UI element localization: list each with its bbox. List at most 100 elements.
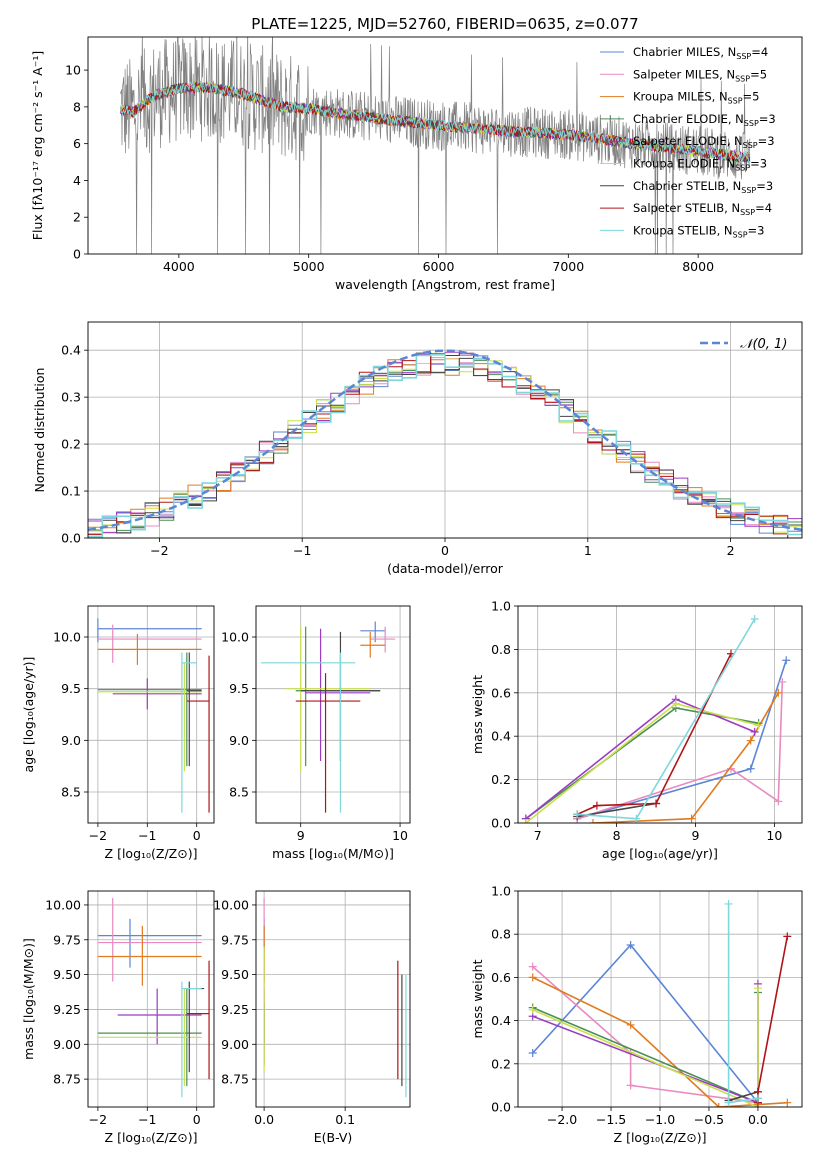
weight-marker-kroupa_stelib — [724, 899, 733, 908]
y-tick-label: 8.5 — [61, 785, 81, 800]
y-tick-label: 9.75 — [53, 932, 81, 947]
panel-age_vs_Z: −2 −1 0 8.5 9.0 9.5 10.0 Z [log₁₀(Z/Z⊙)] age [lo… — [21, 605, 215, 861]
plot-area — [521, 615, 791, 823]
panel-residuals: −2 −1 0 1 2 0.0 0.1 0.2 0.3 0.4 (data-model)/error… — [32, 321, 803, 576]
x-tick-label: 6000 — [423, 259, 455, 274]
weight-line-salpeter_stelib — [576, 653, 732, 816]
x-tick-label: −2 — [89, 828, 107, 843]
x-tick-label: 8 — [613, 828, 621, 843]
x-axis-label: E(B-V) — [314, 1130, 353, 1145]
weight-marker-kroupa_stelib — [753, 1094, 762, 1103]
y-tick-label: 0.0 — [61, 531, 81, 546]
y-axis-label: mass weight — [470, 675, 485, 754]
legend: Chabrier MILES, NSSP=4 Salpeter MILES, NS… — [600, 45, 776, 239]
weight-line-chabrier_stelib — [577, 802, 657, 818]
y-tick-label: 0.3 — [61, 390, 81, 405]
weight-marker-salpeter_miles — [778, 677, 787, 686]
panel-age_vs_mass: 9 10 8.5 9.0 9.5 10.0 mass [log₁₀(M/M⊙)] — [221, 605, 411, 861]
y-tick-label: 8.5 — [229, 785, 249, 800]
weight-marker-kroupa_miles — [687, 814, 696, 823]
weight-line-salpeter_stelib — [757, 936, 789, 1103]
weight-marker-salpeter_stelib — [652, 799, 661, 808]
weight-marker-salpeter_stelib — [592, 801, 601, 810]
x-tick-label: 0 — [193, 1112, 201, 1127]
x-tick-label: −2.0 — [547, 1112, 577, 1127]
y-axis-label: mass weight — [470, 959, 485, 1038]
y-axis-label: Normed distribution — [32, 368, 47, 493]
weight-line-salpeter_elodie — [532, 983, 759, 1104]
weight-marker-kroupa_miles — [528, 973, 537, 982]
x-axis-label: Z [log₁₀(Z/Z⊙)] — [614, 1130, 707, 1145]
legend-entry: Salpeter STELIB, NSSP=4 — [633, 201, 772, 217]
y-tick-label: 9.5 — [61, 681, 81, 696]
panel-weight_vs_Z: −2.0 −1.5 −1.0 −0.5 0.0 0.0 0.2 0.4 0.6 0.8 1.0 Z [… — [470, 884, 803, 1145]
legend-entry: Kroupa MILES, NSSP=5 — [633, 90, 759, 106]
weight-marker-kroupa_stelib — [750, 615, 759, 624]
figure-title: PLATE=1225, MJD=52760, FIBERID=0635, z=0… — [251, 15, 638, 33]
gaussian-curve — [88, 349, 802, 532]
weight-marker-kroupa_miles — [588, 819, 597, 823]
y-tick-label: 0.4 — [491, 729, 511, 744]
y-tick-label: 2 — [73, 210, 81, 225]
y-tick-label: 6 — [73, 136, 81, 151]
x-axis-label: Z [log₁₀(Z/Z⊙)] — [105, 846, 198, 861]
legend-entry: Kroupa ELODIE, NSSP=3 — [633, 157, 767, 173]
y-tick-label: 1.0 — [491, 884, 511, 899]
weight-marker-salpeter_miles — [774, 797, 783, 806]
y-tick-label: 9.25 — [53, 1002, 81, 1017]
plot-area — [97, 897, 210, 1098]
grid — [256, 891, 410, 1107]
weight-marker-kroupa_elodie — [528, 1005, 537, 1014]
histogram-chabrier_stelib — [88, 352, 802, 535]
weight-line-chabrier_miles — [576, 660, 787, 820]
plot-area — [88, 349, 802, 538]
panel-mass_vs_ebv: 0.0 0.1 8.75 9.00 9.25 9.50 9.75 10.00 E(B-V) — [213, 890, 411, 1145]
weight-marker-kroupa_miles — [774, 688, 783, 697]
weight-line-chabrier_elodie — [525, 707, 759, 820]
weight-marker-kroupa_miles — [626, 1020, 635, 1029]
weight-line-chabrier_stelib — [728, 1091, 759, 1102]
x-tick-label: −2 — [89, 1112, 107, 1127]
y-tick-label: 10.0 — [221, 630, 249, 645]
weight-marker-kroupa_elodie — [753, 984, 762, 993]
weight-line-kroupa_stelib — [577, 618, 756, 820]
weight-line-chabrier_elodie — [532, 992, 759, 1104]
x-tick-label: 8000 — [682, 259, 714, 274]
weight-marker-kroupa_stelib — [573, 810, 582, 819]
y-tick-label: 0.6 — [491, 685, 511, 700]
x-tick-label: 7000 — [552, 259, 584, 274]
weight-marker-kroupa_stelib — [724, 1098, 733, 1107]
axes-frame — [517, 605, 803, 824]
y-tick-label: 10.00 — [45, 897, 81, 912]
y-tick-label: 4 — [73, 173, 81, 188]
plot-area — [263, 897, 407, 1098]
y-tick-label: 9.00 — [53, 1037, 81, 1052]
weight-marker-salpeter_miles — [528, 962, 537, 971]
x-tick-label: 4000 — [163, 259, 195, 274]
legend-entry: 𝒩(0, 1) — [740, 337, 787, 352]
x-tick-label: 10 — [392, 828, 408, 843]
panel-weight_vs_age: 7 8 9 10 0.0 0.2 0.4 0.6 0.8 1.0 age [log₁₀(age/yr… — [470, 599, 803, 861]
y-axis-label: age [log₁₀(age/yr)] — [21, 657, 36, 773]
x-axis-label: (data-model)/error — [387, 561, 504, 576]
y-tick-label: 1.0 — [491, 599, 511, 614]
y-tick-label: 9.5 — [229, 681, 249, 696]
x-tick-label: 0.0 — [748, 1112, 768, 1127]
axes-frame — [517, 890, 803, 1108]
axes-frame — [87, 321, 803, 539]
y-tick-label: 0.4 — [61, 343, 81, 358]
x-axis-label: wavelength [Angstrom, rest frame] — [335, 277, 555, 292]
x-tick-label: 1 — [584, 543, 592, 558]
y-tick-label: 9.0 — [229, 733, 249, 748]
legend-entry: Kroupa STELIB, NSSP=3 — [633, 223, 764, 239]
y-tick-label: 0.6 — [491, 970, 511, 985]
weight-marker-salpeter_miles — [626, 1081, 635, 1090]
y-axis-label: Flux [fλ10⁻¹⁷ erg cm⁻² s⁻¹ A⁻¹] — [30, 51, 45, 240]
weight-marker-chabrier_miles — [528, 1049, 537, 1057]
axes-frame — [87, 890, 215, 1108]
y-tick-label: 10.0 — [53, 630, 81, 645]
grid — [518, 890, 802, 1108]
plot-area — [120, 37, 751, 254]
y-tick-label: 0 — [73, 247, 81, 262]
